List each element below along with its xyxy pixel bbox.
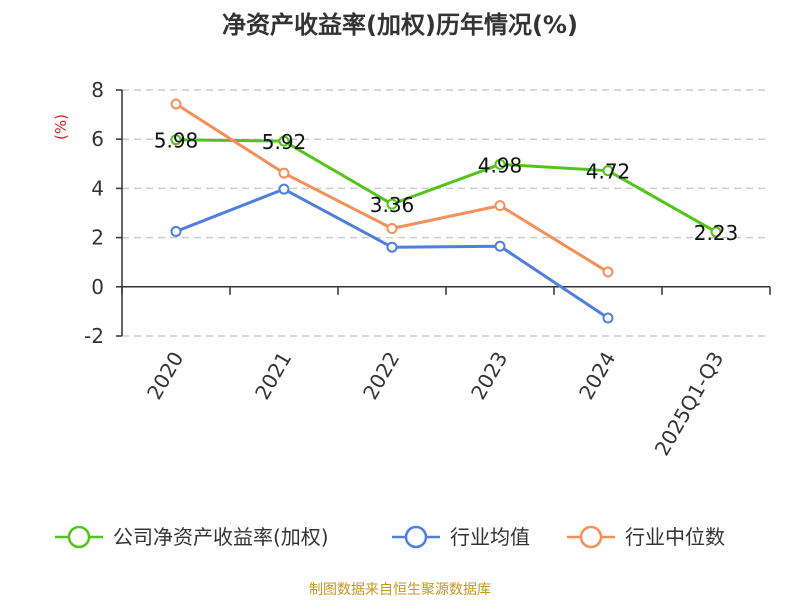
legend-marker (579, 525, 603, 549)
data-point (494, 240, 506, 252)
data-point (278, 167, 290, 179)
data-point (494, 200, 506, 212)
legend-label: 行业中位数 (625, 525, 725, 549)
data-point (386, 222, 398, 234)
legend[interactable]: 公司净资产收益率(加权) 行业均值 行业中位数 (55, 525, 725, 549)
data-point (386, 241, 398, 253)
y-tick-label: 8 (91, 78, 104, 102)
data-point (278, 183, 290, 195)
x-tick-label: 2022 (358, 348, 404, 404)
data-point (602, 312, 614, 324)
legend-marker (67, 525, 91, 549)
y-tick-label: -2 (84, 324, 104, 348)
data-label: 5.98 (154, 129, 199, 153)
data-point (602, 165, 614, 177)
legend-label: 公司净资产收益率(加权) (113, 525, 329, 549)
y-tick-label: 2 (91, 226, 104, 250)
x-tick-label: 2025Q1-Q3 (650, 348, 729, 460)
x-tick-label: 2023 (466, 348, 512, 404)
chart-title: 净资产收益率(加权)历年情况(%) (222, 11, 578, 39)
data-point (494, 158, 506, 170)
data-label: 3.36 (370, 193, 415, 217)
data-label: 4.98 (478, 153, 523, 177)
legend-label: 行业均值 (450, 525, 530, 549)
data-labels: 5.98 5.92 3.36 4.98 4.72 2.23 (154, 129, 739, 245)
y-tick-label: 0 (91, 275, 104, 299)
data-point (710, 226, 722, 238)
x-tick-label: 2020 (142, 348, 188, 404)
source-note: 制图数据来自恒生聚源数据库 (309, 582, 491, 598)
y-tick-label: 4 (91, 176, 104, 200)
data-label: 4.72 (586, 160, 631, 184)
data-point (386, 198, 398, 210)
data-point (170, 134, 182, 146)
data-label: 2.23 (694, 221, 739, 245)
x-tick-label: 2021 (250, 348, 296, 404)
series-group (170, 98, 722, 324)
y-axis-unit-label: (%) (52, 114, 70, 140)
data-point (170, 225, 182, 237)
series-line (175, 138, 717, 234)
y-tick-label: 6 (91, 127, 104, 151)
data-point (278, 135, 290, 147)
legend-marker (404, 525, 428, 549)
data-point (170, 98, 182, 110)
data-label: 5.92 (262, 130, 307, 154)
x-tick-label: 2024 (574, 348, 620, 404)
data-point (602, 266, 614, 278)
